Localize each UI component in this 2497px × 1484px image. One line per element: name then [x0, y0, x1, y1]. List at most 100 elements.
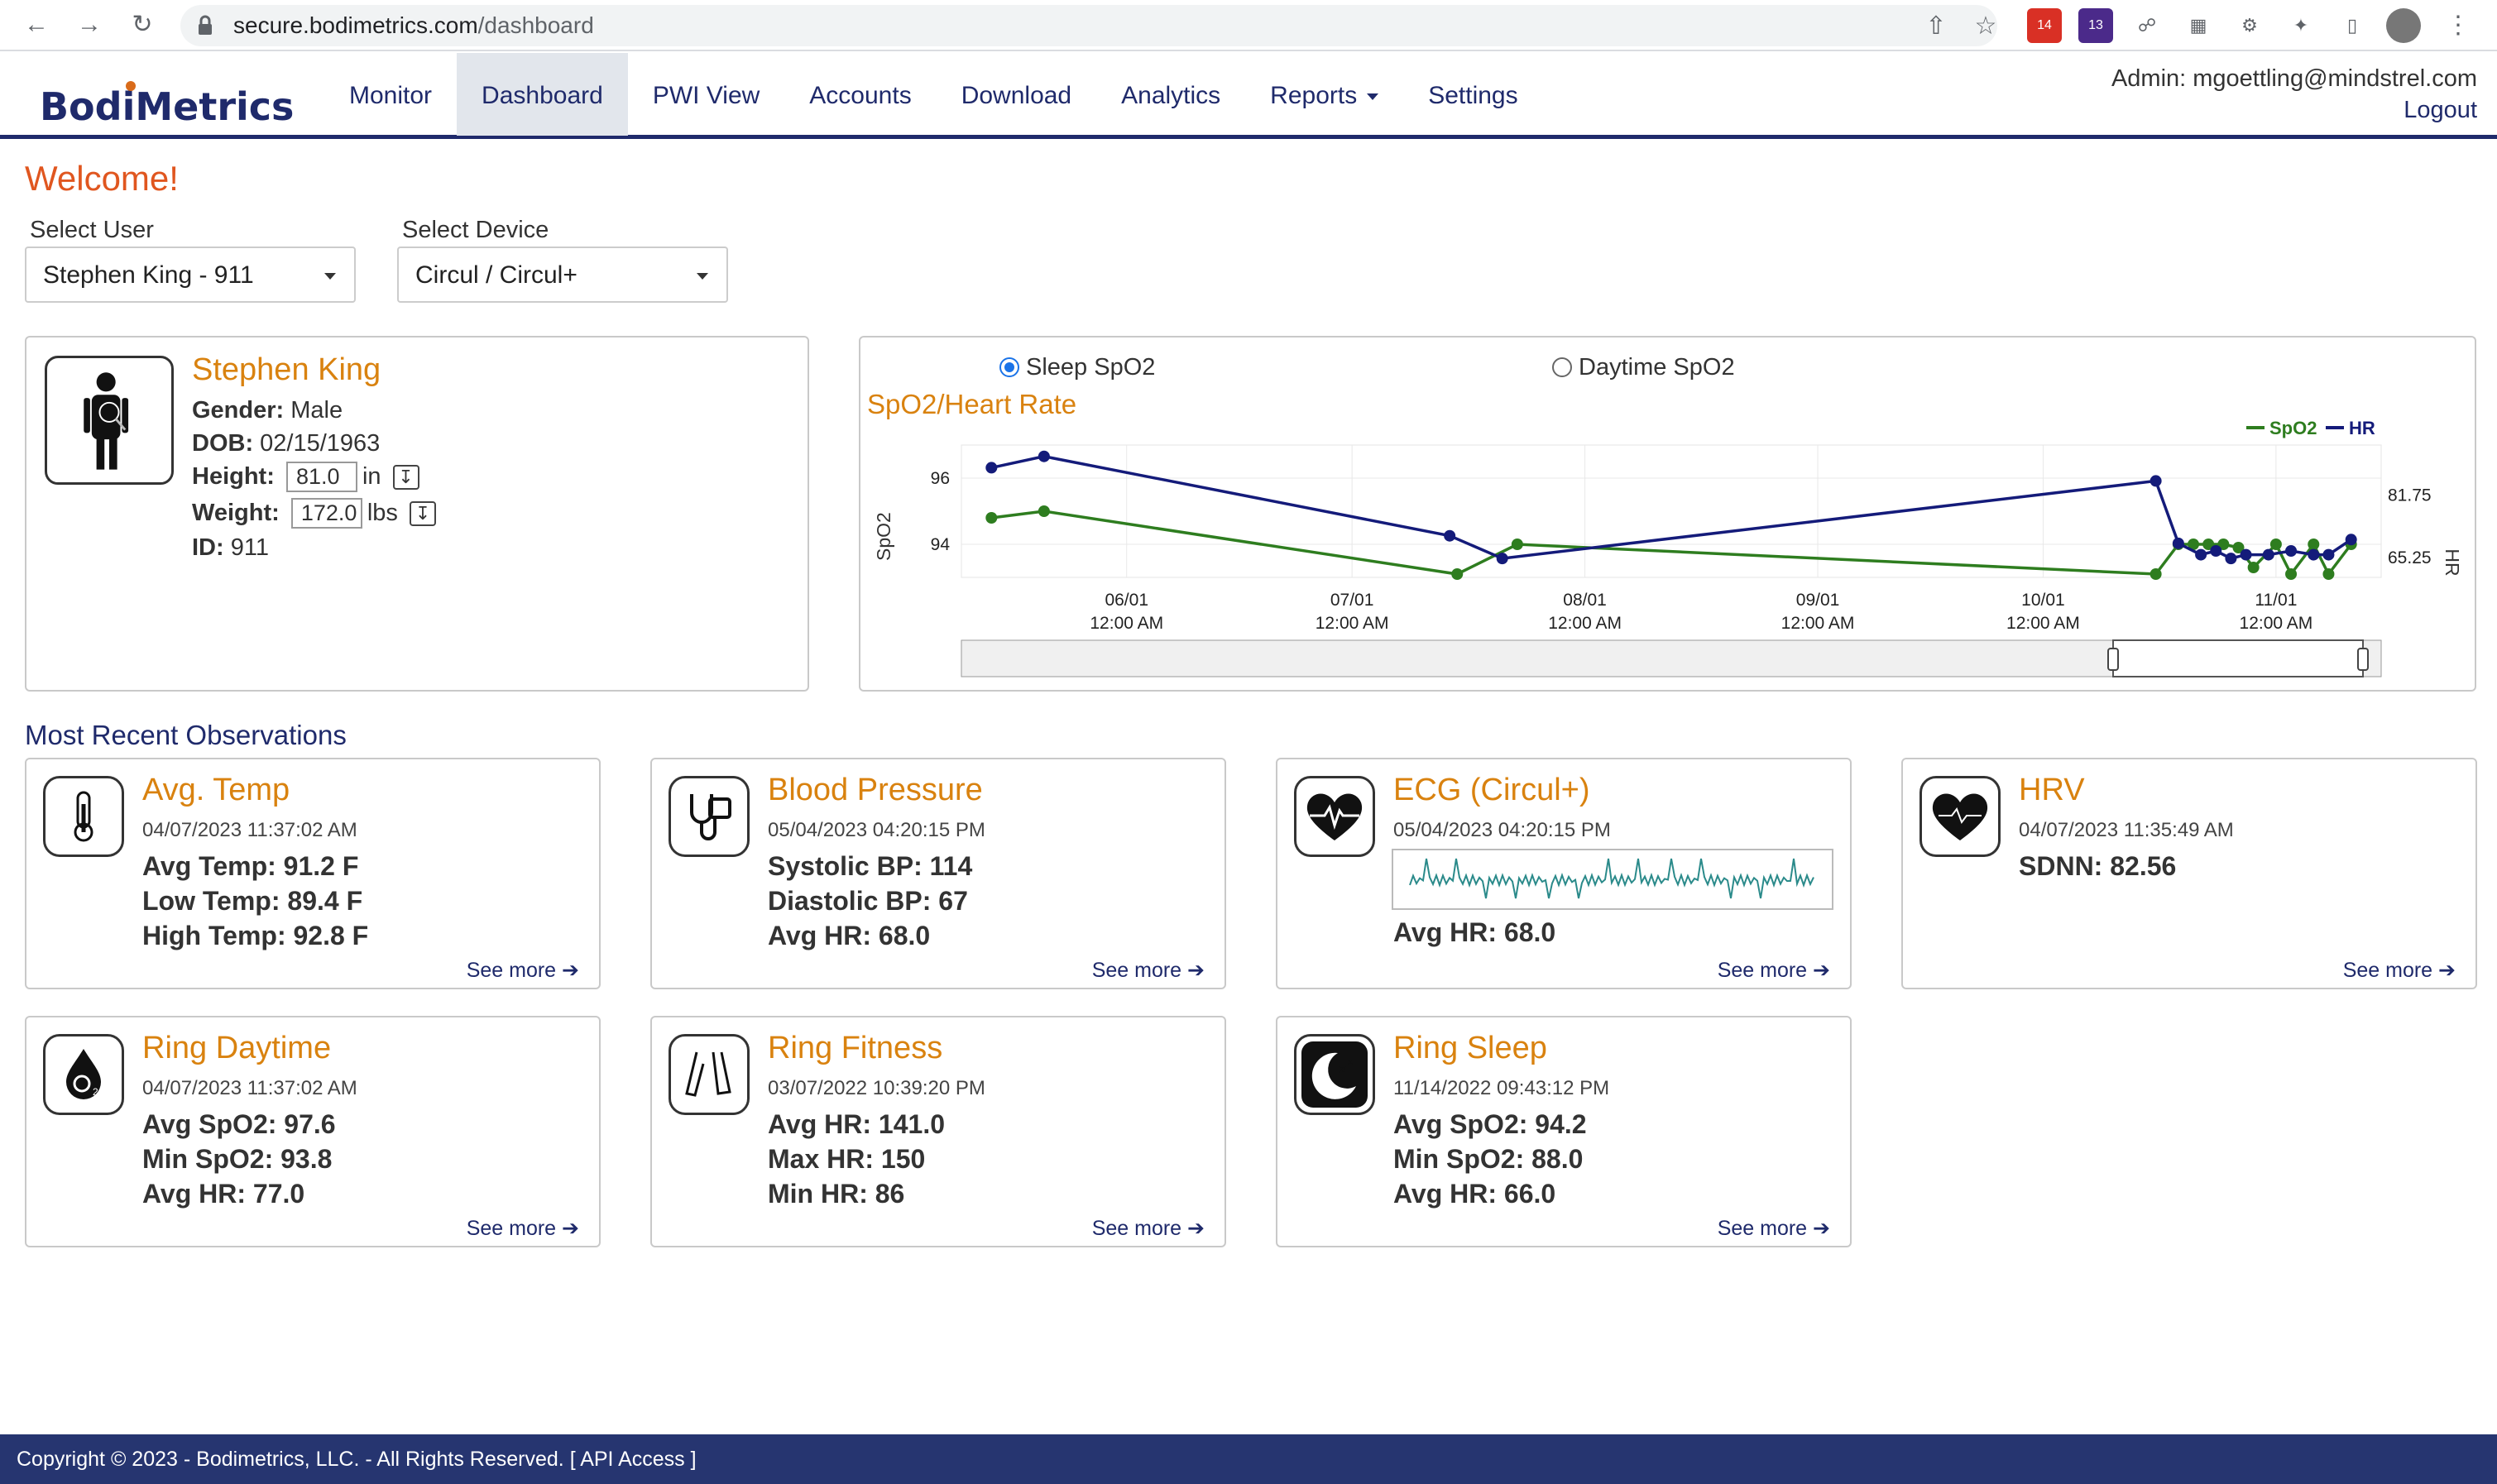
select-device-dropdown[interactable]: Circul / Circul+	[397, 247, 728, 303]
data-point-spo2	[2202, 539, 2215, 550]
daytime-spo2-radio[interactable]: Daytime SpO2	[1552, 354, 1735, 381]
arrow-right-icon: ➔	[1813, 959, 1830, 982]
logout-link[interactable]: Logout	[2404, 97, 2477, 123]
observation-value-line: Systolic BP: 114	[768, 851, 973, 881]
ecg-waveform	[1392, 849, 1833, 910]
legend-label: HR	[2349, 418, 2375, 438]
legs-icon	[669, 1034, 750, 1115]
gender-label: Gender:	[192, 397, 285, 424]
mortarboard-extension-icon[interactable]: 13	[2078, 8, 2113, 43]
select-user-label: Select User	[30, 217, 154, 243]
profile-card: Stephen King Gender: Male DOB: 02/15/196…	[25, 336, 809, 692]
x-tick-label: 09/01	[1796, 591, 1840, 610]
data-point-hr	[2262, 548, 2274, 561]
nav-accounts[interactable]: Accounts	[809, 82, 912, 109]
calendar-extension-icon[interactable]: 14	[2027, 8, 2062, 43]
nav-reports[interactable]: Reports	[1245, 53, 1403, 136]
url-text: secure.bodimetrics.com/dashboard	[233, 12, 594, 38]
radio-checked-icon	[999, 357, 1019, 377]
bookmark-star-icon[interactable]: ☆	[1974, 12, 1997, 40]
range-handle-left[interactable]	[2107, 648, 2119, 671]
legend-label: SpO2	[2269, 418, 2317, 438]
nav-pwi-view[interactable]: PWI View	[652, 82, 760, 109]
observation-value-line: Diastolic BP: 67	[768, 886, 968, 916]
bodimetrics-logo[interactable]: Bod iMetrics	[40, 81, 294, 129]
observation-card: Ring Fitness 03/07/2022 10:39:20 PM Avg HR…	[650, 1016, 1226, 1247]
profile-weight: Weight: 172.0 lbs ↧	[192, 498, 436, 529]
sleep-spo2-radio[interactable]: Sleep SpO2	[999, 354, 1155, 381]
x-tick-label: 08/01	[1563, 591, 1607, 610]
observation-title: HRV	[2019, 773, 2085, 807]
height-unit: in	[362, 463, 381, 490]
data-point-spo2	[2285, 568, 2298, 580]
observation-value-line: Avg HR: 141.0	[768, 1109, 945, 1139]
profile-avatar-icon[interactable]	[2386, 8, 2421, 43]
data-point-hr	[1496, 553, 1508, 565]
back-arrow-icon[interactable]: ←	[24, 11, 49, 38]
translate-extension-icon[interactable]: ▦	[2189, 15, 2207, 36]
observation-value-line: Max HR: 150	[768, 1144, 926, 1174]
see-more-link[interactable]: See more ➔	[1718, 958, 1830, 983]
y-tick-label: 96	[931, 469, 950, 488]
chevron-down-icon	[1367, 93, 1379, 101]
range-handle-right[interactable]	[2357, 648, 2369, 671]
nav-reports-label: Reports	[1270, 82, 1358, 109]
network-extension-icon[interactable]: ☍	[2137, 15, 2157, 36]
svg-text:2: 2	[93, 1086, 98, 1098]
puzzle-extensions-icon[interactable]: ✦	[2293, 15, 2309, 36]
data-point-spo2	[2232, 542, 2245, 553]
data-point-spo2	[2269, 539, 2282, 550]
observation-date: 04/07/2023 11:35:49 AM	[2019, 819, 2234, 841]
data-point-hr	[2195, 548, 2207, 561]
settings-extension-icon[interactable]: ⚙	[2241, 15, 2258, 36]
y-axis-label: SpO2	[873, 512, 894, 561]
nav-analytics[interactable]: Analytics	[1121, 82, 1221, 109]
select-device-label: Select Device	[402, 217, 549, 243]
user-avatar	[45, 356, 174, 485]
oxygen-drop-icon: 2	[43, 1034, 124, 1115]
nav-monitor[interactable]: Monitor	[349, 82, 433, 109]
heart-ecg-icon	[1294, 776, 1375, 857]
see-more-label: See more	[1717, 1217, 1808, 1240]
ecg-trace	[1409, 858, 1814, 899]
see-more-link[interactable]: See more ➔	[1092, 1216, 1205, 1241]
see-more-link[interactable]: See more ➔	[1718, 1216, 1830, 1241]
x-tick-label: 10/01	[2021, 591, 2065, 610]
main-nav: Monitor Dashboard PWI View Accounts Down…	[324, 53, 1543, 136]
weight-label: Weight:	[192, 500, 280, 526]
select-user-dropdown[interactable]: Stephen King - 911	[25, 247, 356, 303]
gender-value: Male	[290, 397, 343, 424]
save-weight-icon[interactable]: ↧	[409, 501, 436, 527]
menu-kebab-icon[interactable]: ⋮	[2446, 12, 2471, 39]
nav-download[interactable]: Download	[961, 82, 1072, 109]
save-height-icon[interactable]: ↧	[392, 465, 419, 491]
side-panel-icon[interactable]: ▯	[2346, 15, 2358, 36]
see-more-label: See more	[1717, 959, 1808, 982]
observation-date: 04/07/2023 11:37:02 AM	[142, 1077, 357, 1099]
see-more-link[interactable]: See more ➔	[2343, 958, 2456, 983]
nav-dashboard[interactable]: Dashboard	[457, 53, 628, 136]
observation-value-line: Avg SpO2: 97.6	[142, 1109, 336, 1139]
observation-values: Systolic BP: 114 Diastolic BP: 67 Avg HR: …	[768, 849, 972, 953]
share-icon[interactable]: ⇧	[1925, 12, 1947, 40]
plot-area	[961, 444, 2382, 578]
height-input[interactable]: 81.0	[285, 462, 357, 492]
nav-settings[interactable]: Settings	[1428, 82, 1518, 109]
data-point-spo2	[2217, 539, 2230, 550]
see-more-link[interactable]: See more ➔	[467, 958, 579, 983]
observation-value-line: SDNN: 82.56	[2019, 851, 2177, 881]
weight-input[interactable]: 172.0	[290, 498, 362, 529]
chevron-down-icon	[324, 273, 336, 280]
observation-value-line: Low Temp: 89.4 F	[142, 886, 363, 916]
series-line-spo2	[991, 510, 2353, 577]
see-more-link[interactable]: See more ➔	[467, 1216, 579, 1241]
reload-icon[interactable]: ↻	[132, 11, 153, 38]
observation-card: z z Ring Sleep 11/14/2022 09:43:12 PM Avg Sp…	[1276, 1016, 1852, 1247]
address-bar[interactable]: secure.bodimetrics.com/dashboard ⇧ ☆	[180, 5, 1997, 46]
forward-arrow-icon[interactable]: →	[77, 11, 102, 38]
observation-values: Avg HR: 141.0 Max HR: 150 Min HR: 86	[768, 1107, 945, 1211]
observation-values: Avg HR: 68.0	[1393, 915, 1555, 950]
observation-title: Avg. Temp	[142, 773, 290, 807]
see-more-link[interactable]: See more ➔	[1092, 958, 1205, 983]
